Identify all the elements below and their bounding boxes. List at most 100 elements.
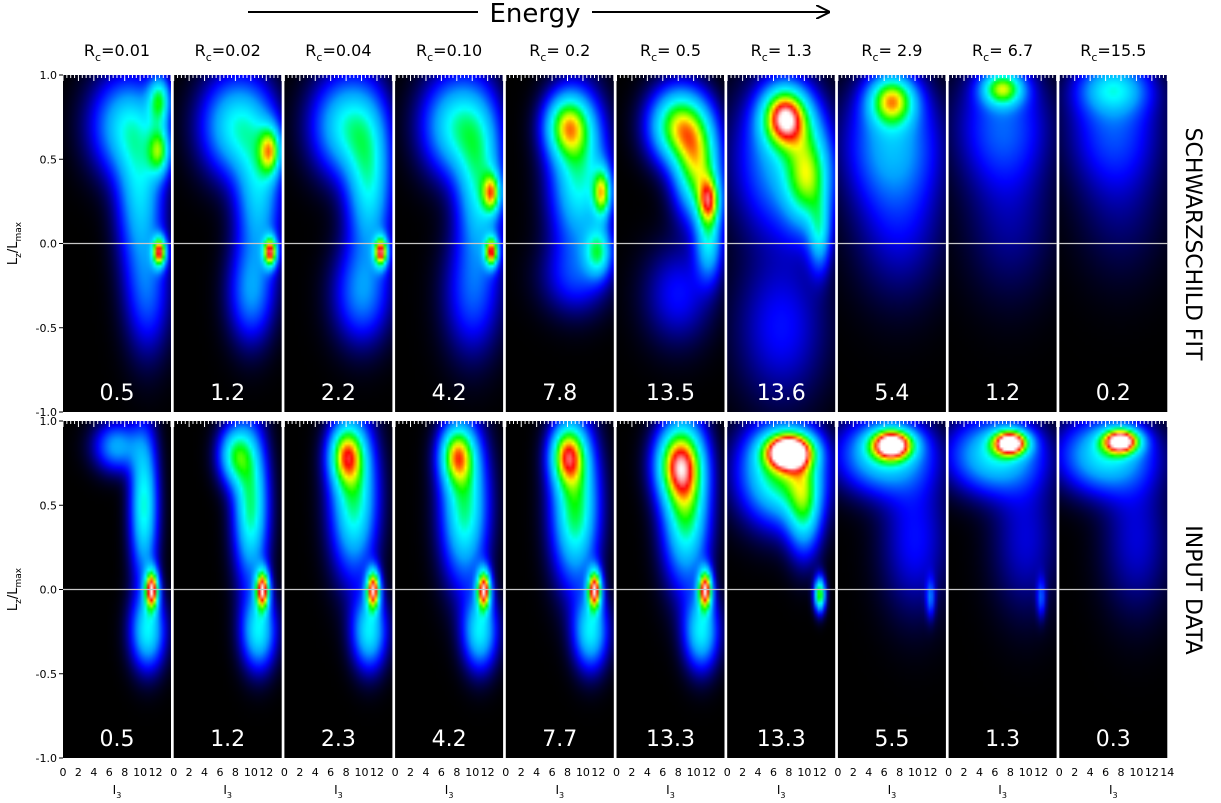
x-tick-label: 6 [216, 766, 223, 779]
y-tick-label: -1.0 [36, 752, 57, 765]
panel-value-r2-c5: 7.7 [542, 727, 577, 752]
x-tick-label: 0 [170, 766, 177, 779]
x-tick-label: 6 [106, 766, 113, 779]
x-tick-label: 6 [991, 766, 998, 779]
y-axis-label: Lz/Lmax [6, 221, 24, 265]
x-tick-label: 10 [797, 766, 811, 779]
x-tick-label: 6 [770, 766, 777, 779]
x-tick-label: 4 [976, 766, 983, 779]
column-label-7: Rc= 1.3 [751, 41, 812, 64]
x-tick-label: 10 [576, 766, 590, 779]
y-tick-label: 0.5 [40, 153, 58, 166]
x-tick-label: 4 [533, 766, 540, 779]
y-tick-label: 0.0 [40, 584, 58, 597]
x-tick-label: 4 [312, 766, 319, 779]
panel-value-r2-c3: 2.3 [321, 727, 356, 752]
x-tick-label: 4 [1087, 766, 1094, 779]
x-tick-label: 12 [923, 766, 937, 779]
top-ticks-r2-c7 [726, 421, 836, 427]
x-axis-label: I3 [223, 783, 232, 800]
y-tick-label: 0.5 [40, 499, 58, 512]
top-ticks-r1-c2 [173, 75, 283, 81]
top-ticks-r2-c4 [394, 421, 504, 427]
column-label-9: Rc= 6.7 [972, 41, 1033, 64]
x-axis-label: I3 [334, 783, 343, 800]
panels: 0.5 1.2 2.2 4.2 7.8 13.5 13.6 5.4 1.2 0.2 0.5 1.2 2.… [62, 75, 1168, 758]
panel-value-r2-c2: 1.2 [210, 727, 245, 752]
x-tick-label: 12 [370, 766, 384, 779]
x-tick-label: 8 [232, 766, 239, 779]
x-tick-label: 6 [549, 766, 556, 779]
x-tick-label: 2 [850, 766, 857, 779]
x-tick-label: 2 [518, 766, 525, 779]
panel-value-r1-c3: 2.2 [321, 381, 356, 406]
x-tick-label: 12 [813, 766, 827, 779]
top-ticks-r2-c2 [173, 421, 283, 427]
top-ticks-r1-c9 [948, 75, 1058, 81]
x-tick-label: 8 [343, 766, 350, 779]
top-ticks-r1-c8 [837, 75, 947, 81]
header: Energy [248, 0, 828, 29]
column-label-4: Rc=0.10 [416, 41, 482, 64]
x-tick-label: 10 [133, 766, 147, 779]
column-label-5: Rc= 0.2 [529, 41, 590, 64]
panel-value-r2-c9: 1.3 [985, 727, 1020, 752]
top-ticks-r1-c6 [616, 75, 725, 81]
x-tick-label: 10 [244, 766, 258, 779]
column-label-2: Rc=0.02 [195, 41, 261, 64]
panel-value-r1-c4: 4.2 [432, 381, 467, 406]
row-label-input-data: INPUT DATA [1180, 525, 1205, 654]
panel-value-r2-c4: 4.2 [432, 727, 467, 752]
column-label-8: Rc= 2.9 [861, 41, 922, 64]
x-tick-label: 4 [90, 766, 97, 779]
y-tick-label: 1.0 [40, 69, 58, 82]
x-tick-label: 10 [687, 766, 701, 779]
x-tick-label: 6 [327, 766, 334, 779]
axes: 1.0 0.5 0.0 -0.5 -1.0 Lz/Lmax 1.0 0.5 0.0 -0.5 -1.… [6, 69, 1174, 800]
top-ticks-r2-c1 [62, 421, 172, 427]
y-axis-label: Lz/Lmax [6, 567, 24, 611]
x-tick-label: 10 [1019, 766, 1033, 779]
column-label-3: Rc=0.04 [305, 41, 371, 64]
x-tick-label: 2 [739, 766, 746, 779]
x-tick-label: 8 [675, 766, 682, 779]
top-ticks-r2-c9 [948, 421, 1058, 427]
x-axis-label: I3 [888, 783, 897, 800]
top-ticks-r2-c3 [283, 421, 393, 427]
y-tick-label: -0.5 [36, 668, 57, 681]
panel-value-r2-c10: 0.3 [1096, 727, 1131, 752]
column-label-10: Rc=15.5 [1080, 41, 1146, 64]
x-tick-label: 2 [1071, 766, 1078, 779]
x-tick-label: 2 [186, 766, 193, 779]
panel-value-r1-c1: 0.5 [100, 381, 135, 406]
x-tick-label: 0 [1056, 766, 1063, 779]
x-tick-label: 12 [259, 766, 273, 779]
panel-value-r2-c6: 13.3 [646, 727, 695, 752]
x-tick-label: 6 [881, 766, 888, 779]
x-tick-label: 2 [296, 766, 303, 779]
panel-value-r1-c2: 1.2 [210, 381, 245, 406]
x-tick-label: 2 [628, 766, 635, 779]
x-tick-label: 2 [75, 766, 82, 779]
x-tick-label: 0 [724, 766, 731, 779]
x-tick-label: 0 [502, 766, 509, 779]
x-tick-label: 0 [613, 766, 620, 779]
x-tick-label: 8 [896, 766, 903, 779]
energy-label: Energy [489, 0, 580, 29]
x-axis-label: I3 [1109, 783, 1118, 800]
top-ticks-r1-c3 [283, 75, 393, 81]
top-ticks-r1-c1 [62, 75, 172, 81]
x-tick-label: 12 [702, 766, 716, 779]
row-labels: SCHWARZSCHILD FIT INPUT DATA [1180, 128, 1205, 655]
x-tick-label: 2 [961, 766, 968, 779]
x-tick-label: 6 [1102, 766, 1109, 779]
panel-value-r1-c9: 1.2 [985, 381, 1020, 406]
top-ticks-r2-c10 [1058, 421, 1168, 427]
y-tick-label: -0.5 [36, 322, 57, 335]
column-label-6: Rc= 0.5 [640, 41, 701, 64]
top-ticks-r1-c4 [394, 75, 504, 81]
x-tick-label: 12 [149, 766, 163, 779]
y-tick-label: 1.0 [40, 415, 58, 428]
x-axis-label: I3 [998, 783, 1007, 800]
top-ticks-r2-c5 [505, 421, 615, 427]
